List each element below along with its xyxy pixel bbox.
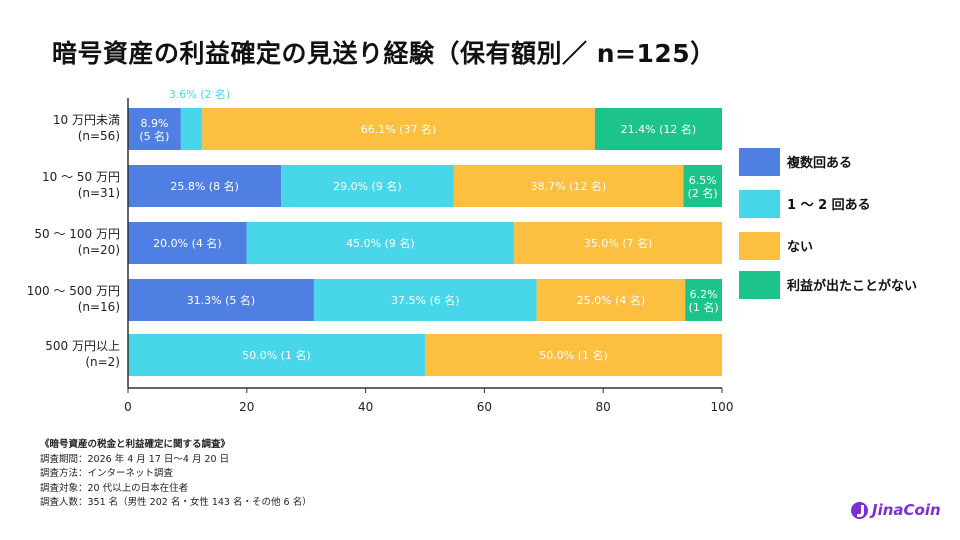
survey-notes: 《暗号資産の税金と利益確定に関する調査》 調査期間：2026 年 4 月 17 … bbox=[40, 438, 312, 511]
logo-text: JinaCoin bbox=[872, 501, 941, 519]
data-label-r0-s1: 3.6% (2 名) bbox=[169, 87, 231, 101]
logo-mark-icon bbox=[851, 501, 868, 519]
data-label-r1-s2: 38.7% (12 名) bbox=[531, 179, 607, 193]
category-sublabel-1: (n=31) bbox=[78, 186, 120, 200]
category-sublabel-4: (n=2) bbox=[85, 355, 120, 369]
category-sublabel-0: (n=56) bbox=[78, 129, 120, 143]
data-label-r3-s2: 25.0% (4 名) bbox=[577, 293, 646, 307]
legend-label-0: 複数回ある bbox=[786, 155, 852, 171]
bar-segment-r3-s3 bbox=[685, 279, 722, 321]
data-label-r0-s3: 21.4% (12 名) bbox=[621, 122, 697, 136]
notes-line-target: 調査対象：20 代以上の日本在住者 bbox=[40, 482, 189, 494]
legend-swatch-1 bbox=[739, 190, 780, 218]
brand-logo: JinaCoin bbox=[851, 497, 941, 523]
bar-segment-r1-s2 bbox=[453, 165, 684, 207]
bar-segment-r1-s1 bbox=[281, 165, 454, 207]
x-axis: 0 20 40 60 80 100 bbox=[124, 98, 733, 414]
x-tick-label-60: 60 bbox=[477, 400, 492, 414]
data-label-r2-s2: 35.0% (7 名) bbox=[584, 236, 653, 250]
bar-segment-r2-s0 bbox=[128, 222, 247, 264]
category-labels: 10 万円未満 (n=56) 10 ～ 50 万円 (n=31) 50 ～ 100 万円… bbox=[27, 113, 120, 369]
bar-segment-r2-s2 bbox=[514, 222, 722, 264]
category-sublabel-3: (n=16) bbox=[78, 300, 120, 314]
data-label-r4-s1: 50.0% (1 名) bbox=[242, 348, 311, 362]
x-tick-label-100: 100 bbox=[711, 400, 734, 414]
legend-label-2: ない bbox=[787, 240, 813, 255]
bar-segment-r1-s0 bbox=[128, 165, 282, 207]
category-label-2: 50 ～ 100 万円 bbox=[34, 227, 120, 241]
bar-segment-r2-s1 bbox=[246, 222, 515, 264]
notes-line-count: 調査人数：351 名（男性 202 名・女性 143 名・その他 6 名） bbox=[40, 497, 312, 508]
legend-swatch-0 bbox=[739, 148, 780, 176]
data-label-r3-s3-b: (1 名) bbox=[689, 300, 719, 314]
legend-swatch-3 bbox=[739, 271, 780, 299]
bar-segment-r4-s2 bbox=[425, 334, 722, 376]
data-label-r0-s2: 66.1% (37 名) bbox=[361, 122, 437, 136]
bars-layer: 8.9%(5 名) 3.6% (2 名) 66.1% (37 名) 21.4% (12… bbox=[128, 87, 722, 376]
notes-line-method: 調査方法：インターネット調査 bbox=[40, 468, 174, 479]
category-sublabel-2: (n=20) bbox=[78, 243, 120, 257]
notes-heading: 《暗号資産の税金と利益確定に関する調査》 bbox=[40, 439, 231, 450]
bar-segment-r0-s2 bbox=[202, 108, 595, 150]
x-tick-label-40: 40 bbox=[358, 400, 373, 414]
data-label-r2-s0: 20.0% (4 名) bbox=[153, 236, 222, 250]
data-label-r1-s1: 29.0% (9 名) bbox=[333, 179, 402, 193]
bar-segment-r3-s1 bbox=[313, 279, 537, 321]
data-label-r4-s2: 50.0% (1 名) bbox=[539, 348, 608, 362]
data-label-r3-s0: 31.3% (5 名) bbox=[187, 293, 256, 307]
data-label-r3-s3-a: 6.2% bbox=[690, 288, 718, 301]
legend-label-1: 1 ～ 2 回ある bbox=[787, 198, 871, 213]
bar-segment-r0-s0 bbox=[128, 108, 181, 150]
bar-segment-r1-s3 bbox=[683, 165, 722, 207]
bar-segment-r4-s1 bbox=[128, 334, 425, 376]
data-label-r1-s0: 25.8% (8 名) bbox=[170, 179, 239, 193]
x-tick-label-20: 20 bbox=[239, 400, 254, 414]
data-label-r0-s0-a: 8.9% bbox=[140, 117, 168, 130]
x-tick-label-80: 80 bbox=[596, 400, 611, 414]
category-label-1: 10 ～ 50 万円 bbox=[42, 170, 120, 184]
bar-segment-r3-s2 bbox=[536, 279, 686, 321]
data-label-r2-s1: 45.0% (9 名) bbox=[346, 236, 415, 250]
data-label-r1-s3-b: (2 名) bbox=[688, 186, 718, 200]
category-label-3: 100 ～ 500 万円 bbox=[27, 284, 120, 298]
chart-title: 暗号資産の利益確定の見送り経験（保有額別／ n=125） bbox=[52, 39, 716, 68]
bar-segment-r0-s3 bbox=[594, 108, 722, 150]
legend-label-3: 利益が出たことがない bbox=[787, 278, 917, 294]
category-label-4: 500 万円以上 bbox=[45, 339, 120, 353]
data-label-r1-s3-a: 6.5% bbox=[689, 174, 717, 187]
category-label-0: 10 万円未満 bbox=[53, 113, 120, 127]
data-label-r3-s1: 37.5% (6 名) bbox=[391, 293, 460, 307]
notes-line-period: 調査期間：2026 年 4 月 17 日～4 月 20 日 bbox=[40, 453, 230, 465]
bar-segment-r0-s1 bbox=[180, 108, 203, 150]
x-tick-label-0: 0 bbox=[124, 400, 132, 414]
stacked-bar-chart: 8.9%(5 名) 3.6% (2 名) 66.1% (37 名) 21.4% (12… bbox=[27, 87, 917, 414]
legend-swatch-2 bbox=[739, 232, 780, 260]
data-label-r0-s0-b: (5 名) bbox=[139, 129, 169, 143]
bar-segment-r3-s0 bbox=[128, 279, 314, 321]
